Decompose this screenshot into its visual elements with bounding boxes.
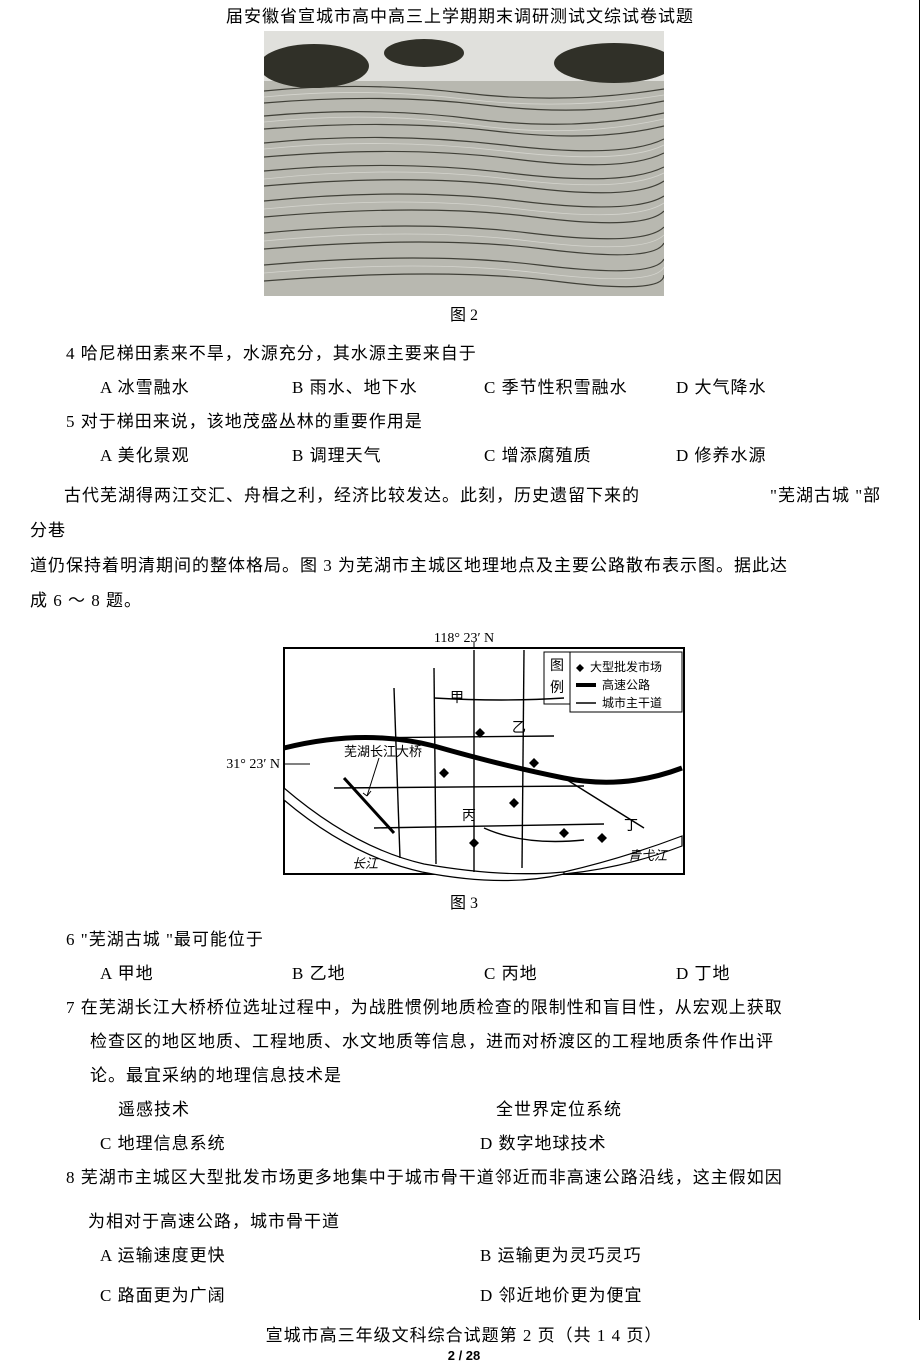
figure-3-image: 118° 23′ N 图 例 大型批发市场 高速公路 (224, 628, 704, 884)
svg-text:高速公路: 高速公路 (602, 677, 650, 692)
svg-text:青弋江: 青弋江 (628, 848, 669, 863)
svg-text:城市主干道: 城市主干道 (602, 695, 662, 710)
label-yi: 乙 (512, 720, 526, 736)
footer-text: 宣城市高三年级文科综合试题第 2 页（共 1 4 页） (58, 1321, 870, 1346)
label-jia: 甲 (450, 691, 464, 706)
label-bing: 丙 (462, 809, 476, 824)
lon-label: 118° 23′ N (434, 631, 494, 646)
lat-label: 31° 23′ N (226, 757, 280, 772)
svg-text:芜湖长江大桥: 芜湖长江大桥 (344, 744, 422, 759)
svg-text:例: 例 (550, 680, 564, 696)
label-ding: 丁 (624, 819, 638, 834)
figure-2-image (264, 31, 664, 296)
terrace-svg (264, 31, 664, 296)
legend-box: 图 例 大型批发市场 高速公路 城市主干道 (544, 652, 682, 712)
svg-text:图: 图 (550, 659, 564, 674)
svg-text:长江: 长江 (352, 856, 380, 871)
svg-text:大型批发市场: 大型批发市场 (590, 659, 662, 674)
map-svg: 118° 23′ N 图 例 大型批发市场 高速公路 (224, 628, 704, 884)
page-number: 2 / 28 (58, 1348, 870, 1363)
